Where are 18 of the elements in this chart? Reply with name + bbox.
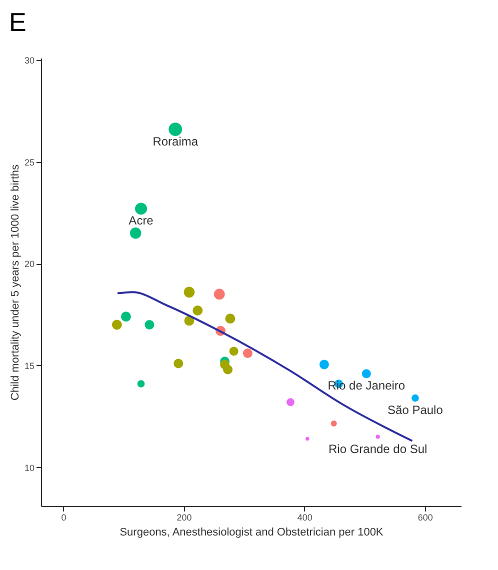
x-tick-label: 0 [61,512,66,522]
x-tick-label: 400 [297,512,312,522]
x-tick-label: 200 [176,512,192,522]
y-tick-label: 20 [24,259,34,270]
annotation: Acre [128,214,154,228]
annotation: Roraima [152,134,198,148]
annotation: São Paulo [388,403,444,418]
y-tick-label: 30 [24,56,34,66]
y-tick-label: 25 [24,157,34,168]
y-tick-label: 15 [24,360,34,371]
y-tick-label: 10 [24,462,34,473]
x-axis-title: Surgeons, Anesthesiologist and Obstetrician per 100K [120,526,384,538]
y-axis-title: Child mortality under 5 years per 1000 live births [9,164,22,401]
x-tick-label: 600 [418,512,433,522]
line-series [116,291,414,442]
annotation: Rio Grande do Sul [328,442,428,456]
chart-title: E [8,7,26,38]
annotation: Rio de Janeiro [328,378,406,393]
